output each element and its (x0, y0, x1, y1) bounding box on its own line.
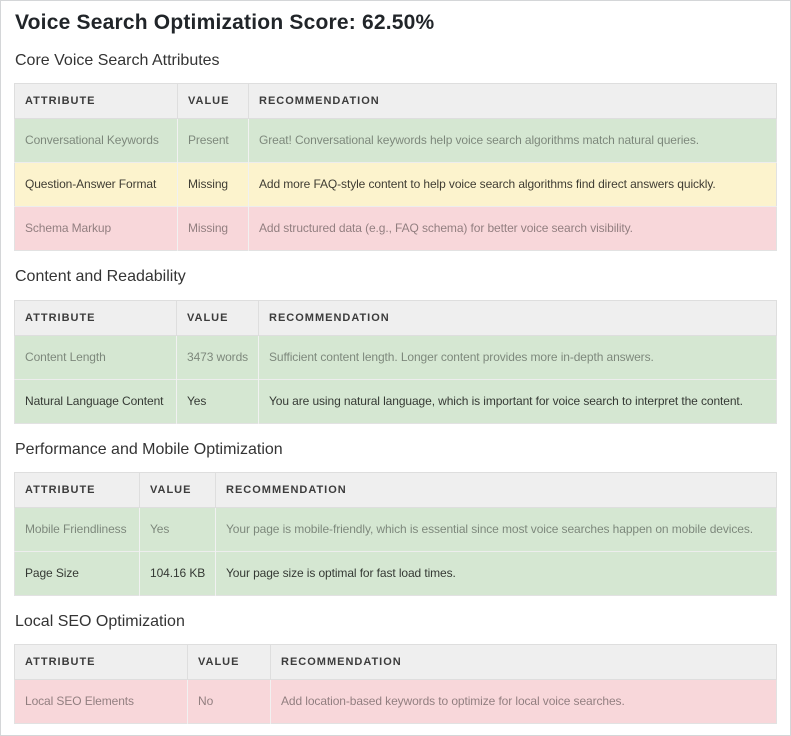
value-cell: Yes (139, 506, 216, 552)
recommendation-cell: Your page size is optimal for fast load … (215, 550, 777, 596)
recommendation-cell: Sufficient content length. Longer conten… (258, 334, 777, 380)
recommendation-cell: Add more FAQ-style content to help voice… (248, 162, 777, 207)
value-cell: No (187, 678, 271, 724)
column-header-recommendation: RECOMMENDATION (215, 471, 777, 508)
attribute-cell: Local SEO Elements (14, 678, 188, 724)
page-title: Voice Search Optimization Score: 62.50% (15, 11, 435, 34)
section-local-seo: Local SEO Optimization ATTRIBUTE VALUE R… (14, 612, 777, 724)
attribute-cell: Content Length (14, 334, 177, 380)
table-row: Conversational Keywords Present Great! C… (14, 118, 777, 163)
section-heading: Content and Readability (15, 268, 186, 286)
column-header-attribute: ATTRIBUTE (14, 83, 178, 120)
value-cell: Missing (177, 206, 249, 251)
value-cell: Missing (177, 162, 249, 207)
column-header-recommendation: RECOMMENDATION (248, 83, 777, 120)
column-header-recommendation: RECOMMENDATION (258, 299, 777, 336)
section-core-voice-attributes: Core Voice Search Attributes ATTRIBUTE V… (14, 51, 777, 252)
value-cell: Present (177, 118, 249, 163)
recommendation-cell: Your page is mobile-friendly, which is e… (215, 506, 777, 552)
attribute-cell: Mobile Friendliness (14, 506, 140, 552)
table-header-row: ATTRIBUTE VALUE RECOMMENDATION (14, 471, 777, 508)
table-row: Mobile Friendliness Yes Your page is mob… (14, 506, 777, 552)
column-header-attribute: ATTRIBUTE (14, 299, 177, 336)
column-header-recommendation: RECOMMENDATION (270, 643, 777, 680)
column-header-value: VALUE (177, 83, 249, 120)
attribute-cell: Schema Markup (14, 206, 178, 251)
table-row: Question-Answer Format Missing Add more … (14, 162, 777, 207)
column-header-attribute: ATTRIBUTE (14, 643, 188, 680)
local-seo-table: ATTRIBUTE VALUE RECOMMENDATION Local SEO… (14, 643, 777, 724)
attribute-cell: Natural Language Content (14, 378, 177, 424)
section-performance-mobile: Performance and Mobile Optimization ATTR… (14, 440, 777, 596)
attribute-cell: Conversational Keywords (14, 118, 178, 163)
table-header-row: ATTRIBUTE VALUE RECOMMENDATION (14, 83, 777, 120)
recommendation-cell: You are using natural language, which is… (258, 378, 777, 424)
value-cell: 104.16 KB (139, 550, 216, 596)
table-row: Natural Language Content Yes You are usi… (14, 378, 777, 424)
value-cell: 3473 words (176, 334, 259, 380)
content-readability-table: ATTRIBUTE VALUE RECOMMENDATION Content L… (14, 299, 777, 424)
table-header-row: ATTRIBUTE VALUE RECOMMENDATION (14, 299, 777, 336)
recommendation-cell: Add structured data (e.g., FAQ schema) f… (248, 206, 777, 251)
core-voice-attributes-table: ATTRIBUTE VALUE RECOMMENDATION Conversat… (14, 83, 777, 252)
column-header-value: VALUE (139, 471, 216, 508)
section-content-readability: Content and Readability ATTRIBUTE VALUE … (14, 267, 777, 424)
attribute-cell: Page Size (14, 550, 140, 596)
recommendation-cell: Add location-based keywords to optimize … (270, 678, 777, 724)
table-row: Schema Markup Missing Add structured dat… (14, 206, 777, 251)
column-header-value: VALUE (187, 643, 271, 680)
performance-mobile-table: ATTRIBUTE VALUE RECOMMENDATION Mobile Fr… (14, 471, 777, 596)
table-row: Local SEO Elements No Add location-based… (14, 678, 777, 724)
table-row: Content Length 3473 words Sufficient con… (14, 334, 777, 380)
section-heading: Core Voice Search Attributes (15, 52, 220, 70)
attribute-cell: Question-Answer Format (14, 162, 178, 207)
section-heading: Local SEO Optimization (15, 612, 185, 630)
column-header-attribute: ATTRIBUTE (14, 471, 140, 508)
section-heading: Performance and Mobile Optimization (15, 440, 283, 458)
table-header-row: ATTRIBUTE VALUE RECOMMENDATION (14, 643, 777, 680)
column-header-value: VALUE (176, 299, 259, 336)
value-cell: Yes (176, 378, 259, 424)
table-row: Page Size 104.16 KB Your page size is op… (14, 550, 777, 596)
recommendation-cell: Great! Conversational keywords help voic… (248, 118, 777, 163)
